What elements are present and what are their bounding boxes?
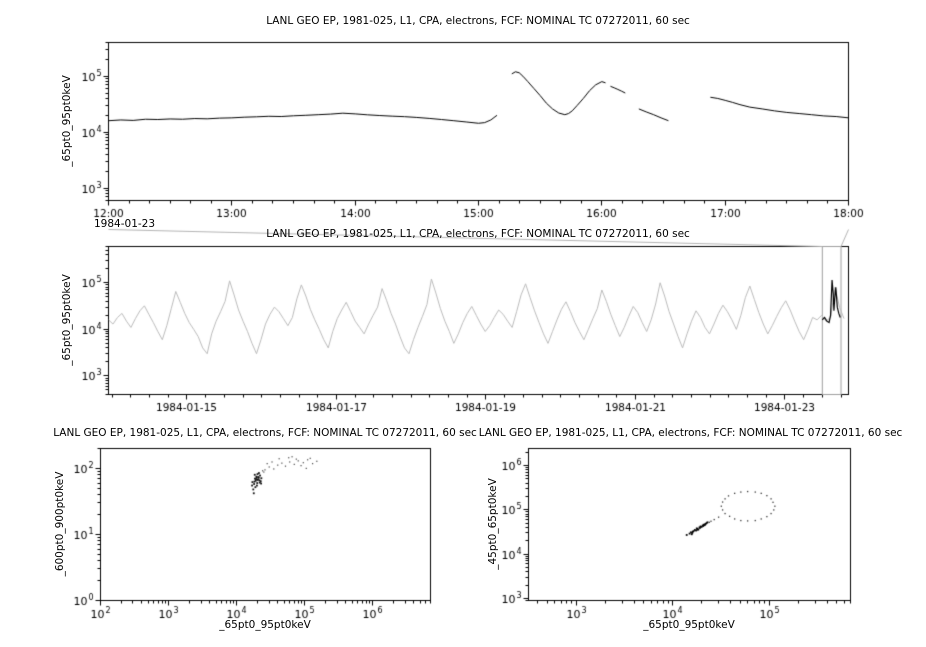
top-timeseries-ylabel: _65pt0_95pt0keV	[61, 75, 73, 167]
scatter-45-65-title: LANL GEO EP, 1981-025, L1, CPA, electron…	[478, 427, 903, 439]
scatter-600-900-title: LANL GEO EP, 1981-025, L1, CPA, electron…	[53, 427, 477, 439]
scatter-600-900-ylabel: _600pt0_900pt0keV	[54, 471, 66, 577]
scatter-600-900-xlabel: _65pt0_95pt0keV	[219, 619, 311, 631]
plot-area-top-timeseries[interactable]	[108, 42, 848, 200]
context-timeseries-title: LANL GEO EP, 1981-025, L1, CPA, electron…	[266, 228, 690, 240]
context-highlight-box[interactable]	[822, 246, 841, 394]
top-timeseries-context-date: 1984-01-23	[94, 218, 156, 230]
plot-area-scatter-600-900[interactable]	[100, 448, 430, 600]
plot-area-scatter-45-65[interactable]	[528, 448, 850, 600]
plot-area-context-timeseries[interactable]	[108, 246, 848, 394]
context-timeseries-ylabel: _65pt0_95pt0keV	[61, 274, 73, 366]
top-timeseries-title: LANL GEO EP, 1981-025, L1, CPA, electron…	[266, 15, 690, 27]
scatter-45-65-xlabel: _65pt0_95pt0keV	[643, 619, 735, 631]
scatter-45-65-ylabel: _45pt0_65pt0keV	[487, 478, 499, 570]
